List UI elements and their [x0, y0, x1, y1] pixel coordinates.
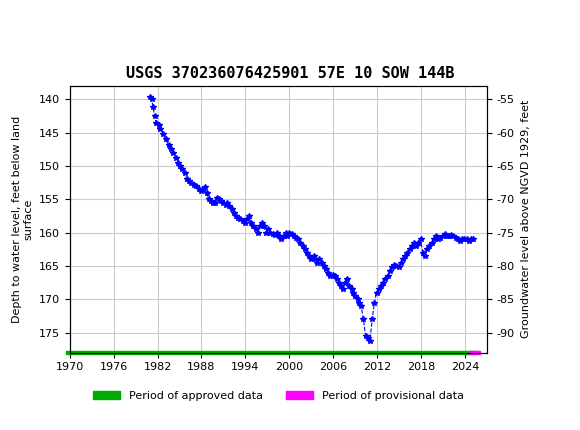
- Legend: Period of approved data, Period of provisional data: Period of approved data, Period of provi…: [88, 386, 469, 405]
- Y-axis label: Depth to water level, feet below land
surface: Depth to water level, feet below land su…: [12, 116, 33, 323]
- Text: ≡USGS: ≡USGS: [12, 16, 70, 35]
- Bar: [469, 351, 480, 354]
- Y-axis label: Groundwater level above NGVD 1929, feet: Groundwater level above NGVD 1929, feet: [521, 100, 531, 338]
- Bar: [66, 351, 476, 354]
- Text: USGS 370236076425901 57E 10 SOW 144B: USGS 370236076425901 57E 10 SOW 144B: [126, 66, 454, 80]
